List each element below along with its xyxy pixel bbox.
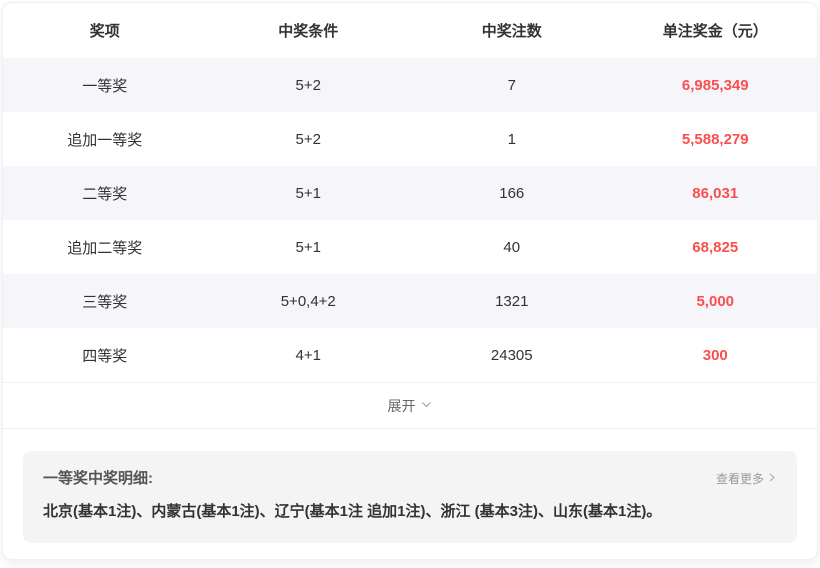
table-body: 一等奖 5+2 7 6,985,349 追加一等奖 5+2 1 5,588,279 二等奖 5+1…	[3, 58, 817, 382]
cell-count: 24305	[490, 346, 533, 364]
cell-prize: 三等奖	[82, 293, 128, 311]
cell-prize: 二等奖	[82, 185, 128, 203]
cell-amount: 68,825	[692, 238, 739, 256]
prize-result-card: 奖项 中奖条件 中奖注数 单注奖金（元） 一等奖 5+2 7 6,985,349 追加一…	[2, 2, 818, 560]
cell-amount: 86,031	[692, 184, 739, 202]
view-more-label: 查看更多	[715, 472, 764, 486]
chevron-down-icon	[416, 396, 433, 416]
cell-prize: 四等奖	[82, 347, 128, 365]
table-row: 一等奖 5+2 7 6,985,349	[3, 58, 817, 112]
expand-button[interactable]: 展开	[3, 382, 817, 429]
cell-condition: 5+1	[295, 238, 321, 256]
cell-condition: 5+2	[295, 130, 321, 148]
table-row: 三等奖 5+0,4+2 1321 5,000	[3, 274, 817, 328]
cell-count: 40	[503, 238, 521, 256]
cell-condition: 5+1	[295, 184, 321, 202]
cell-count: 166	[499, 184, 525, 202]
view-more-link[interactable]: 查看更多	[716, 467, 777, 491]
cell-prize: 一等奖	[82, 77, 128, 95]
cell-condition: 5+0,4+2	[280, 292, 336, 310]
table-row: 追加一等奖 5+2 1 5,588,279	[3, 112, 817, 166]
cell-amount: 6,985,349	[681, 76, 749, 94]
expand-label: 展开	[387, 397, 416, 414]
details-box: 一等奖中奖明细: 查看更多 北京(基本1注)、内蒙古(基本1注)、辽宁(基本1注…	[23, 451, 797, 543]
cell-amount: 5,000	[696, 292, 735, 310]
cell-prize: 追加一等奖	[67, 131, 143, 149]
cell-amount: 5,588,279	[681, 130, 749, 148]
table-row: 四等奖 4+1 24305 300	[3, 328, 817, 382]
cell-condition: 5+2	[295, 76, 321, 94]
cell-count: 1	[507, 130, 516, 148]
cell-count: 7	[507, 76, 516, 94]
column-header-count: 中奖注数	[481, 23, 542, 40]
column-header-prize: 奖项	[89, 23, 120, 40]
details-section: 一等奖中奖明细: 查看更多 北京(基本1注)、内蒙古(基本1注)、辽宁(基本1注…	[3, 429, 817, 559]
cell-condition: 4+1	[295, 346, 321, 364]
column-header-condition: 中奖条件	[278, 23, 339, 40]
table-header-row: 奖项 中奖条件 中奖注数 单注奖金（元）	[3, 3, 817, 58]
column-header-amount: 单注奖金（元）	[662, 23, 768, 40]
cell-prize: 追加二等奖	[67, 239, 143, 257]
table-row: 二等奖 5+1 166 86,031	[3, 166, 817, 220]
table-row: 追加二等奖 5+1 40 68,825	[3, 220, 817, 274]
cell-count: 1321	[495, 292, 529, 310]
details-title: 一等奖中奖明细:	[43, 470, 153, 487]
details-content: 北京(基本1注)、内蒙古(基本1注)、辽宁(基本1注 追加1注)、浙江 (基本3…	[43, 503, 662, 520]
cell-amount: 300	[702, 346, 728, 364]
chevron-right-icon	[764, 467, 777, 491]
